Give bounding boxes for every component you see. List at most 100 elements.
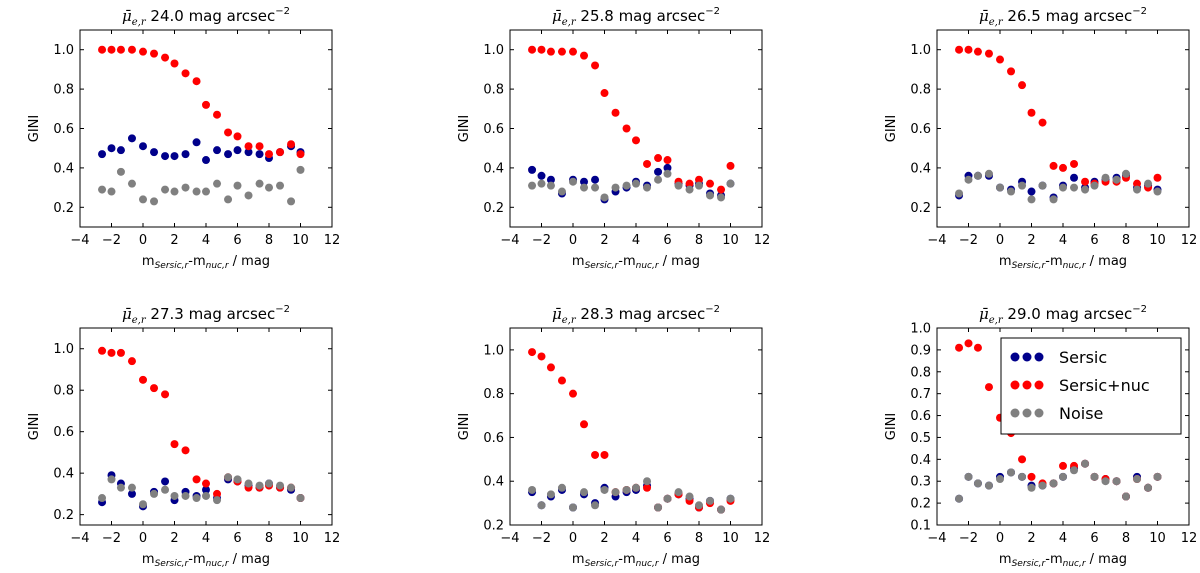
data-point bbox=[654, 154, 663, 163]
data-point bbox=[569, 177, 577, 186]
data-point bbox=[643, 183, 652, 192]
data-point bbox=[1122, 169, 1130, 178]
data-point bbox=[600, 89, 609, 98]
y-tick-label: 1.0 bbox=[910, 43, 931, 58]
x-tick-label: −2 bbox=[959, 531, 978, 546]
data-point bbox=[150, 148, 159, 157]
data-point bbox=[1112, 477, 1121, 486]
y-tick-label: 0.6 bbox=[910, 409, 931, 424]
x-tick-label: 4 bbox=[1059, 531, 1067, 546]
data-point bbox=[265, 183, 273, 192]
y-tick-label: 0.6 bbox=[910, 122, 931, 137]
data-point bbox=[1027, 187, 1036, 196]
x-tick-label: 4 bbox=[632, 233, 640, 248]
data-point bbox=[244, 191, 253, 200]
data-point bbox=[98, 494, 107, 503]
data-point bbox=[127, 134, 136, 143]
data-point bbox=[276, 148, 285, 157]
x-tick-label: 12 bbox=[1181, 233, 1198, 248]
x-tick-label: −4 bbox=[70, 531, 89, 546]
data-point bbox=[1059, 183, 1067, 192]
data-point bbox=[706, 496, 715, 505]
data-point bbox=[181, 183, 190, 192]
data-point bbox=[706, 179, 715, 188]
data-point bbox=[255, 150, 264, 159]
data-point bbox=[181, 446, 190, 455]
data-point bbox=[287, 483, 296, 492]
y-tick-label: 0.2 bbox=[910, 497, 931, 512]
data-point bbox=[1133, 185, 1142, 194]
data-point bbox=[1070, 183, 1079, 192]
data-point bbox=[276, 481, 285, 490]
data-point bbox=[1144, 483, 1153, 492]
x-axis-label: mSersic,r-mnuc,r / mag bbox=[142, 552, 270, 569]
data-point bbox=[1018, 455, 1027, 464]
data-point bbox=[1070, 159, 1079, 168]
legend: Sersic Sersic+nuc Noise bbox=[1000, 337, 1182, 435]
data-point bbox=[546, 181, 555, 190]
data-point bbox=[1027, 483, 1036, 492]
data-point bbox=[726, 494, 735, 503]
x-tick-label: 0 bbox=[996, 233, 1004, 248]
data-point bbox=[654, 167, 663, 176]
data-point bbox=[973, 479, 982, 488]
data-point bbox=[695, 181, 703, 190]
data-point bbox=[1007, 187, 1016, 196]
y-tick-label: 1.0 bbox=[483, 343, 504, 358]
data-point bbox=[233, 146, 242, 155]
data-point bbox=[139, 142, 147, 151]
x-tick-label: −2 bbox=[532, 233, 551, 248]
legend-marker bbox=[1010, 408, 1020, 418]
x-tick-label: −4 bbox=[927, 531, 946, 546]
series-1 bbox=[98, 134, 305, 165]
y-tick-label: 0.4 bbox=[53, 161, 74, 176]
data-point bbox=[663, 163, 672, 172]
data-point bbox=[224, 473, 233, 482]
y-tick-label: 0.9 bbox=[910, 343, 931, 358]
data-point bbox=[984, 169, 993, 178]
data-point bbox=[296, 150, 305, 159]
data-point bbox=[996, 183, 1004, 192]
data-point bbox=[1081, 177, 1090, 186]
data-point bbox=[695, 501, 703, 510]
data-point bbox=[98, 185, 107, 194]
subplot-6: −4 −2 0 2 4 6 8 10 12 0.1 0.2 0.3 0.4 0.5 0.6 0.7 0.8 0.9… bbox=[884, 304, 1197, 569]
data-point bbox=[161, 152, 170, 161]
data-point bbox=[611, 488, 620, 497]
data-point bbox=[1007, 67, 1016, 76]
data-point bbox=[674, 488, 683, 497]
data-point bbox=[569, 389, 577, 398]
data-point bbox=[98, 150, 107, 159]
y-tick-label: 0.2 bbox=[483, 519, 504, 534]
x-axis-label: mSersic,r-mnuc,r / mag bbox=[142, 254, 270, 271]
x-tick-label: −4 bbox=[927, 233, 946, 248]
x-tick-label: 0 bbox=[569, 233, 577, 248]
data-point bbox=[955, 494, 964, 503]
x-tick-label: −4 bbox=[70, 233, 89, 248]
x-tick-label: 10 bbox=[722, 233, 739, 248]
x-tick-label: 4 bbox=[632, 531, 640, 546]
data-point bbox=[202, 485, 210, 494]
x-tick-label: −2 bbox=[102, 531, 121, 546]
data-point bbox=[255, 481, 264, 490]
data-point bbox=[265, 150, 273, 159]
data-point bbox=[632, 179, 640, 188]
data-point bbox=[1027, 472, 1036, 481]
x-tick-label: 4 bbox=[1059, 233, 1067, 248]
data-point bbox=[955, 189, 964, 198]
subplot-1: −4 −2 0 2 4 6 8 10 12 0.2 0.4 0.6 0.8 1.0 GINI μ̄e,r 24… bbox=[27, 6, 340, 271]
data-point bbox=[600, 450, 609, 459]
y-axis-label: GINI bbox=[27, 115, 42, 142]
subplot-title: μ̄e,r 29.0 mag arcsec−2 bbox=[979, 304, 1147, 326]
y-tick-label: 0.8 bbox=[910, 365, 931, 380]
data-point bbox=[107, 348, 116, 357]
data-point bbox=[276, 181, 285, 190]
data-point bbox=[973, 47, 982, 56]
y-axis-label: GINI bbox=[457, 115, 472, 142]
data-point bbox=[161, 185, 170, 194]
data-point bbox=[107, 45, 116, 54]
x-tick-label: 6 bbox=[1090, 233, 1098, 248]
data-point bbox=[255, 142, 264, 151]
data-point bbox=[528, 45, 537, 54]
x-tick-label: 2 bbox=[1027, 233, 1035, 248]
